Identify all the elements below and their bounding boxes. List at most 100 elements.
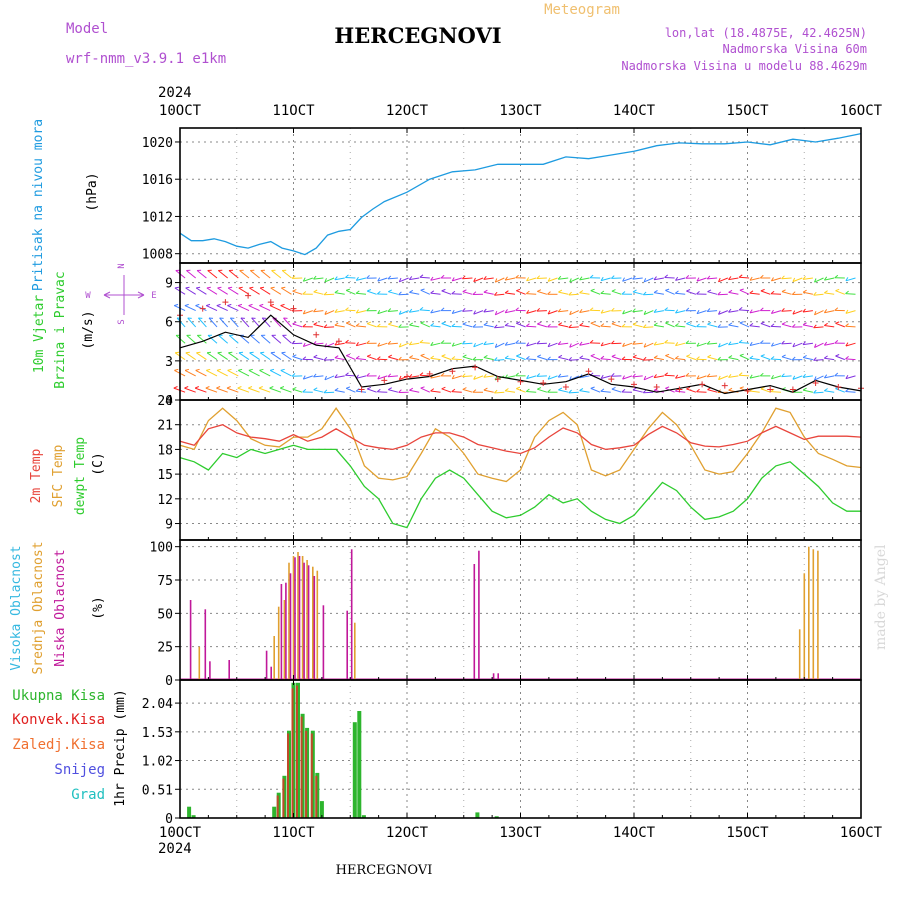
wind-barb — [452, 342, 462, 347]
time-label-top: 15OCT — [726, 103, 769, 119]
wind-barb-tick — [525, 290, 530, 294]
wind-barb-tick — [611, 307, 615, 312]
wind-barb-tick — [802, 308, 806, 313]
wind-barb-tick — [536, 340, 541, 345]
temp-ytick-label: 24 — [157, 394, 173, 409]
wind-barb — [771, 310, 782, 314]
wind-barb-tick — [611, 289, 616, 292]
wind-barb-tick — [568, 324, 572, 328]
wind-barb-tick — [346, 353, 351, 357]
wind-barb-tick — [430, 290, 435, 294]
wind-barb-tick — [600, 388, 605, 392]
wind-barb-tick — [674, 323, 679, 327]
wind-barb — [579, 310, 590, 313]
precip-total-bar — [475, 812, 480, 818]
wind-barb — [229, 317, 239, 328]
wind-barb-tick — [557, 275, 562, 280]
wind-barb-tick — [835, 321, 840, 324]
cloud-bar — [189, 600, 192, 680]
wind-barb — [781, 356, 792, 361]
wind-barb-tick — [834, 274, 839, 279]
cloud-ytick-label: 75 — [157, 574, 173, 589]
wind-barb — [632, 342, 643, 345]
time-label-bottom: 15OCT — [726, 825, 769, 841]
wind-barb-tick — [398, 291, 402, 296]
wind-barb-tick — [845, 323, 849, 327]
wind-barb — [728, 324, 739, 328]
wind-barb-tick — [516, 354, 521, 357]
wind-barb — [824, 390, 835, 393]
wind-barb-tick — [632, 354, 637, 358]
wind-barb — [654, 310, 664, 313]
wind-barb-tick — [526, 309, 530, 314]
wind-barb — [430, 390, 441, 393]
wind-barb-tick — [207, 351, 212, 354]
wind-barb-tick — [441, 321, 446, 324]
wind-barb-tick — [292, 289, 297, 292]
credit-text: made by Angel — [873, 544, 889, 650]
wind-barb — [185, 287, 196, 295]
wind-barb — [696, 277, 707, 282]
wind-barb-tick — [770, 323, 775, 327]
wind-barb — [802, 375, 813, 378]
wind-barb-tick — [483, 354, 488, 358]
wind-barb — [739, 322, 750, 328]
wind-barb — [356, 358, 367, 361]
wind-barb — [430, 277, 441, 281]
wind-barb-tick — [420, 353, 425, 356]
wind-barb-tick — [590, 288, 595, 292]
wind-barb — [600, 342, 611, 347]
wind-barb-tick — [707, 354, 712, 358]
wind-barb-tick — [462, 387, 467, 390]
wind-barb — [728, 375, 739, 378]
wind-barb — [282, 335, 292, 344]
wind-barb-tick — [632, 387, 637, 391]
wind-barb-tick — [398, 375, 402, 380]
wind-barb-tick — [845, 342, 849, 347]
wind-barb-tick — [334, 289, 339, 294]
wind-barb-tick — [653, 276, 657, 281]
wind-barb — [643, 342, 654, 348]
wind-barb-tick — [759, 274, 764, 279]
wind-barb — [632, 375, 643, 378]
precip-conv-bar — [276, 795, 279, 818]
wind-barb — [495, 277, 505, 283]
wind-barb — [536, 342, 547, 345]
wind-barb — [377, 277, 388, 282]
wind-barb-tick — [814, 376, 817, 381]
wind-barb-tick — [302, 342, 306, 347]
wind-barb-tick — [547, 291, 551, 295]
wind-barb-tick — [324, 375, 327, 380]
wind-barb — [217, 287, 228, 295]
cloud-bar — [313, 576, 316, 680]
snow-label: Snijeg — [54, 762, 105, 778]
wind-barb-tick — [823, 341, 828, 346]
wind-barb-tick — [367, 354, 372, 357]
wind-barb-tick — [718, 277, 721, 283]
wind-barb-tick — [611, 386, 616, 390]
wind-barb — [409, 277, 420, 281]
wind-barb — [292, 290, 303, 295]
wind-gust-marker — [631, 381, 637, 388]
wind-barb — [749, 375, 760, 379]
wind-barb-tick — [643, 310, 647, 315]
pressure-ytick-label: 1012 — [142, 210, 173, 225]
wind-barb-tick — [537, 321, 542, 325]
wind-barb-tick — [323, 291, 328, 296]
wind-barb-tick — [451, 323, 456, 327]
wind-gust-marker — [653, 383, 660, 390]
time-label-bottom: 13OCT — [499, 825, 542, 841]
temp-ytick-label: 9 — [165, 518, 173, 533]
wind-barb — [558, 389, 569, 393]
temp-unit: (C) — [91, 452, 106, 475]
wind-barb — [452, 310, 462, 314]
wind-barb-tick — [313, 354, 318, 358]
wind-barb-tick — [515, 340, 519, 344]
wind-gust-marker — [267, 299, 274, 306]
wind-barb-tick — [760, 386, 765, 390]
wind-barb-tick — [430, 341, 434, 346]
wind-barb — [590, 355, 601, 361]
wind-barb — [237, 305, 250, 312]
wind-barb — [196, 352, 207, 361]
wind-barb-tick — [441, 386, 446, 390]
